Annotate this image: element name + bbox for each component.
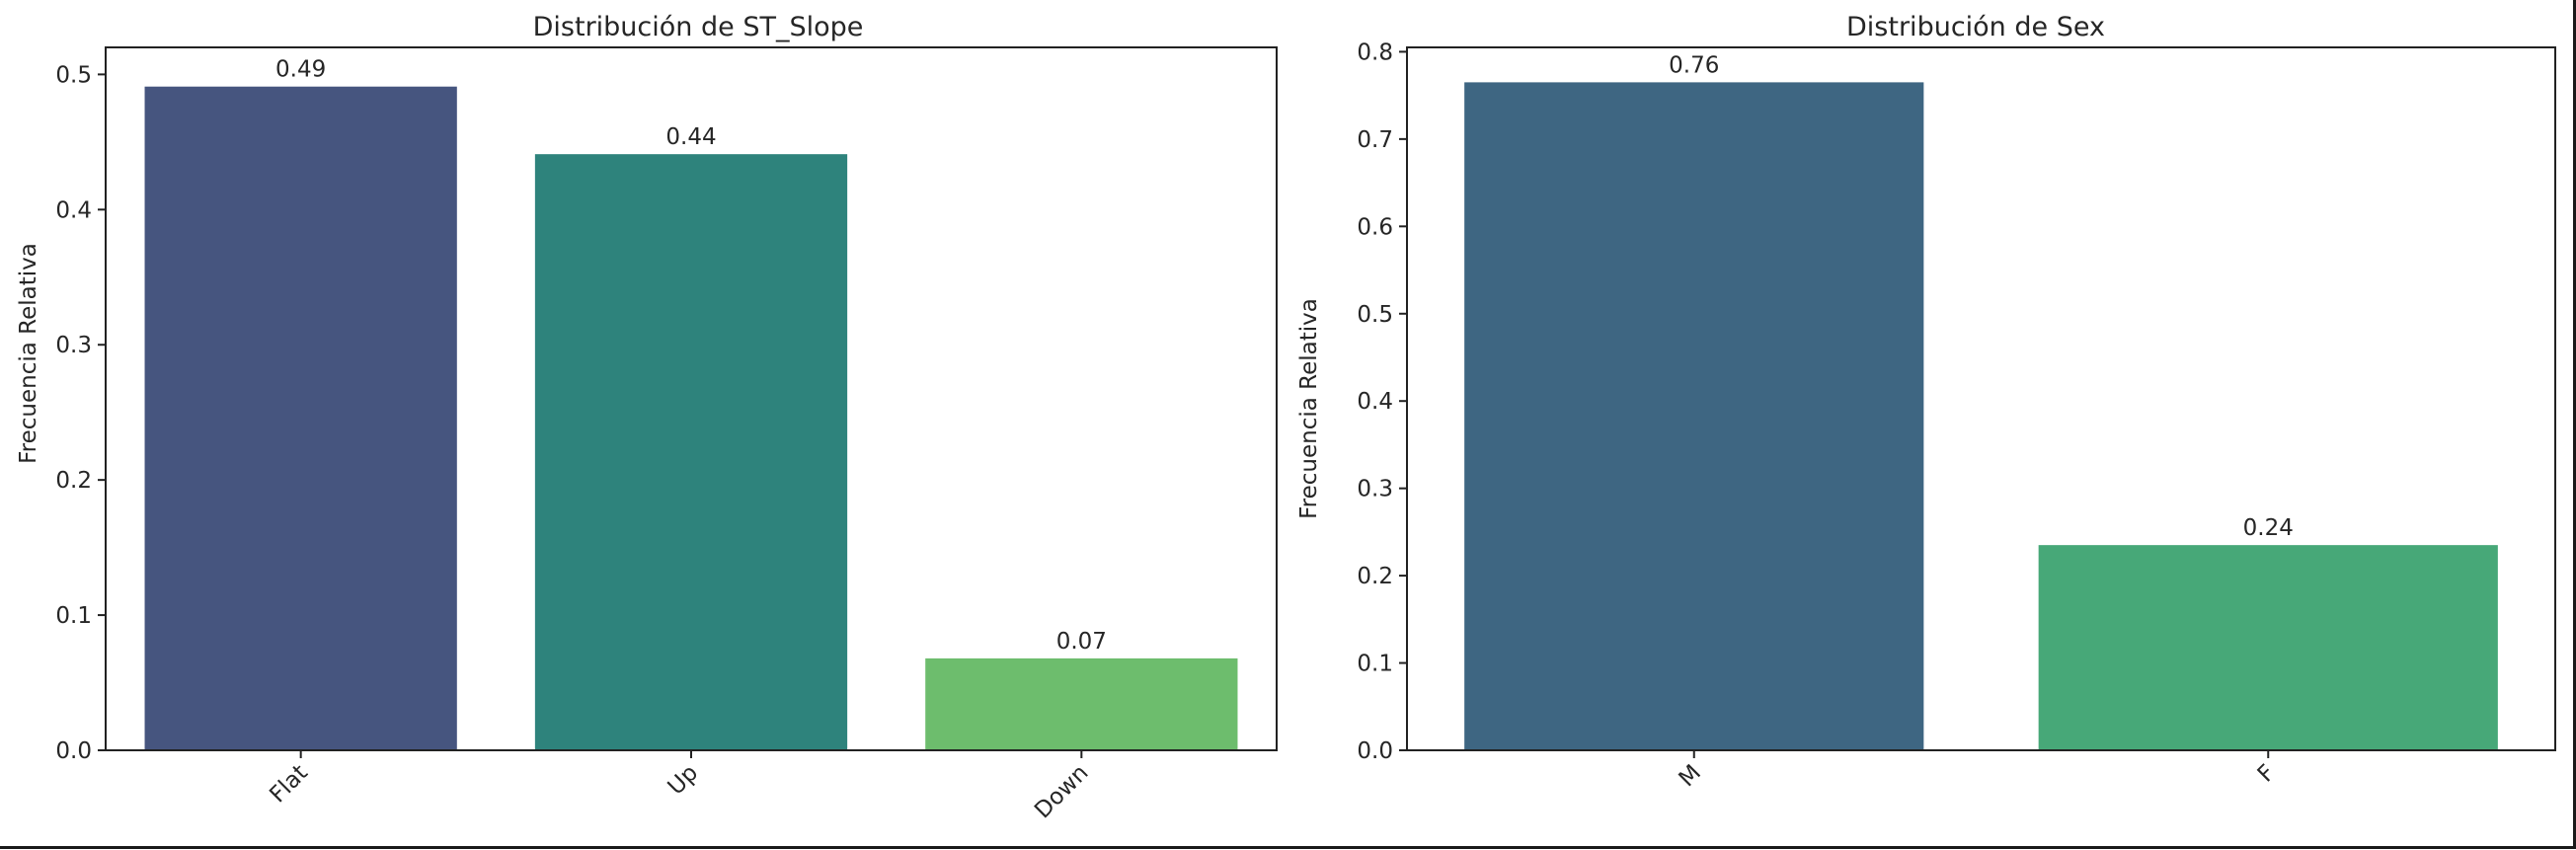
bars [1464, 82, 2498, 750]
y-tick-label: 0.0 [55, 738, 92, 764]
y-tick-label: 0.8 [1357, 39, 1393, 65]
y-tick-label: 0.6 [1357, 214, 1393, 240]
plot-area-frame [105, 46, 1278, 751]
plot-area-frame [1406, 46, 2556, 751]
x-tick-label: Flat [265, 760, 313, 809]
y-tick-label: 0.0 [1357, 738, 1393, 764]
y-tick-label: 0.4 [55, 197, 92, 223]
y-tick-label: 0.3 [55, 333, 92, 358]
chart-title: Distribución de Sex [1846, 12, 2105, 42]
x-tick-label: Down [1030, 760, 1093, 823]
y-tick-label: 0.2 [55, 468, 92, 494]
bar-down [925, 657, 1238, 750]
chart-sex: Distribución de Sex Frecuencia Relativa … [1296, 12, 2556, 792]
y-ticks: 0.0 0.1 0.2 0.3 0.4 0.5 0.6 0.7 0.8 [1357, 39, 1407, 764]
x-ticks: Flat Up Down [265, 750, 1094, 823]
chart-st-slope: Distribución de ST_Slope Frecuencia Rela… [16, 12, 1278, 823]
y-tick-label: 0.7 [1357, 127, 1393, 153]
bars [144, 86, 1238, 750]
data-label: 0.44 [665, 124, 716, 150]
data-labels: 0.76 0.24 [1669, 52, 2294, 541]
y-axis-label: Frecuencia Relativa [16, 243, 41, 464]
bar-up [534, 154, 848, 750]
x-tick-label: Up [664, 760, 704, 801]
y-tick-label: 0.5 [1357, 302, 1393, 328]
bar-f [2038, 545, 2498, 750]
y-ticks: 0.0 0.1 0.2 0.3 0.4 0.5 [55, 62, 106, 764]
data-label: 0.76 [1669, 52, 1719, 78]
y-tick-label: 0.5 [55, 62, 92, 88]
y-tick-label: 0.1 [1357, 652, 1393, 677]
x-tick-label: F [2253, 760, 2281, 788]
y-tick-label: 0.2 [1357, 564, 1393, 589]
y-axis-label: Frecuencia Relativa [1296, 298, 1322, 519]
bar-m [1464, 82, 1924, 750]
bar-flat [144, 86, 457, 750]
chart-title: Distribución de ST_Slope [533, 12, 864, 42]
y-tick-label: 0.1 [55, 603, 92, 629]
y-tick-label: 0.4 [1357, 389, 1393, 415]
data-label: 0.07 [1056, 629, 1107, 655]
x-tick-label: M [1675, 760, 1706, 792]
y-tick-label: 0.3 [1357, 477, 1393, 502]
data-label: 0.24 [2243, 515, 2294, 541]
data-labels: 0.49 0.44 0.07 [275, 57, 1107, 655]
data-label: 0.49 [275, 57, 326, 83]
